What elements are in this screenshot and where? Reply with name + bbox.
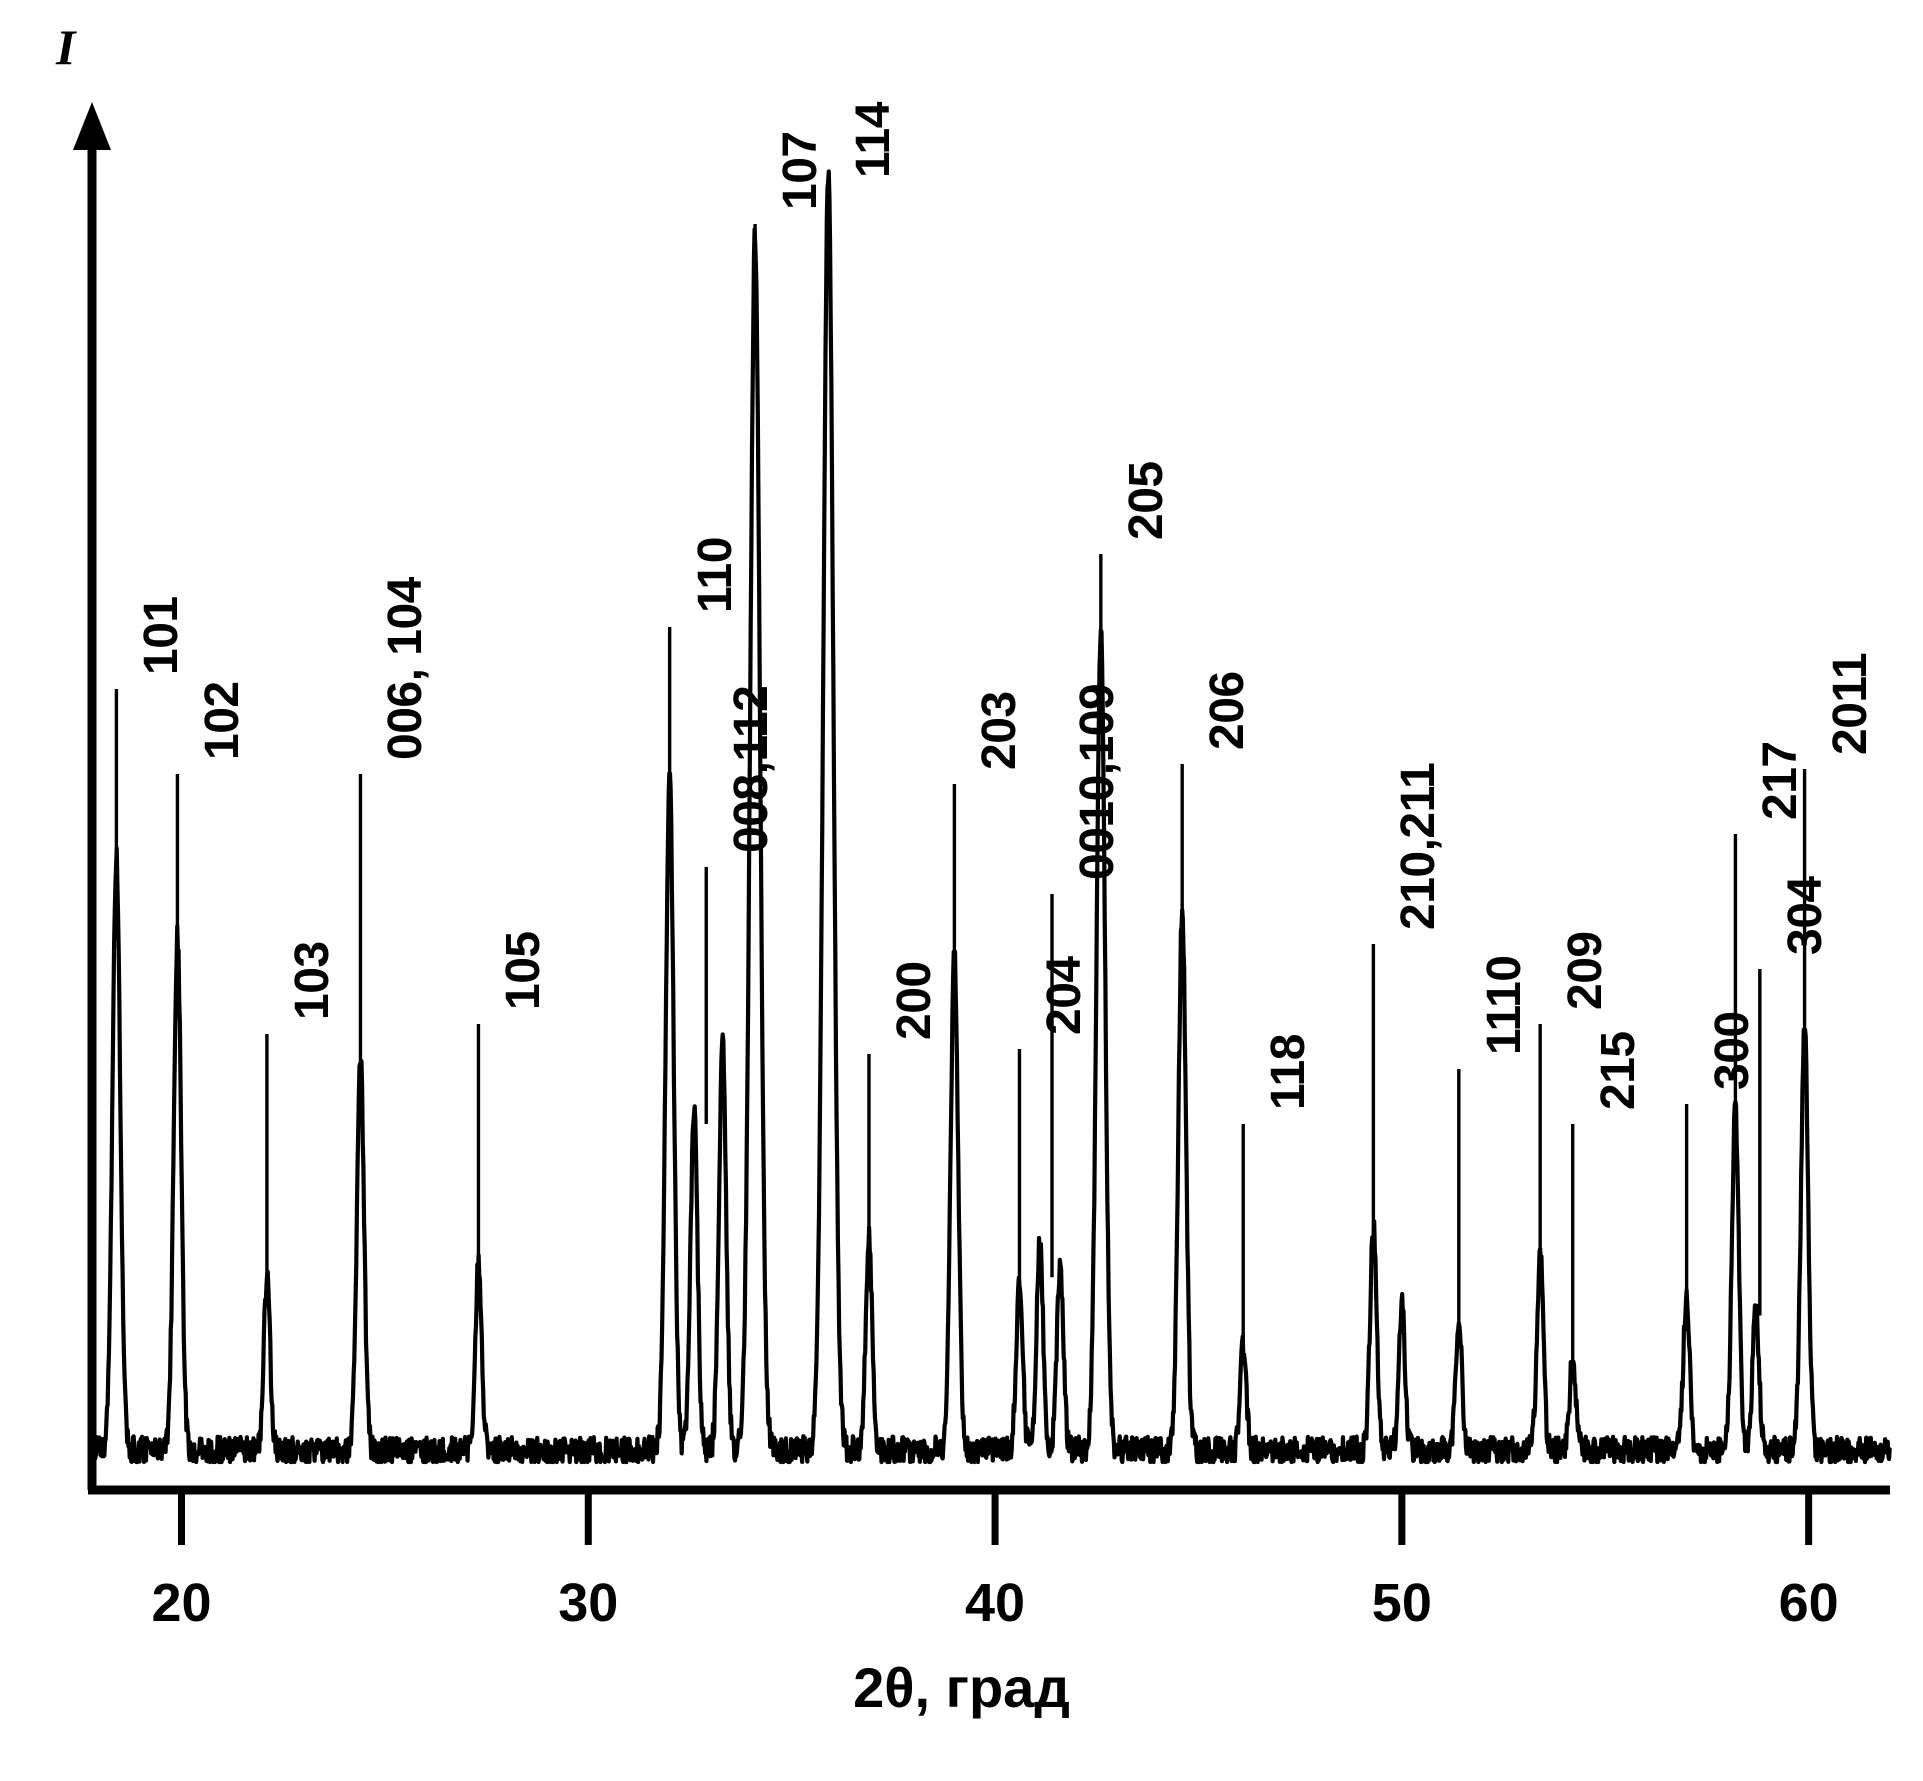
peak-label: 210,211 (1392, 762, 1446, 930)
axes-group (73, 102, 1890, 1545)
peak-label: 206 (1201, 671, 1255, 750)
peak-label: 0010,109 (1071, 683, 1125, 880)
x-axis-ticks (177, 1490, 1813, 1545)
peak-label: 105 (497, 931, 551, 1010)
peak-label: 204 (1038, 956, 1092, 1035)
peak-leader-lines (114, 192, 1807, 1367)
y-axis-label: I (56, 19, 76, 75)
x-tick-label-30: 30 (558, 1573, 619, 1633)
x-axis-title: 2θ, град (853, 1656, 1070, 1719)
peak-label: 006, 104 (379, 577, 433, 760)
peak-label: 008,112 (725, 685, 779, 853)
peak-label: 209 (1559, 931, 1613, 1010)
y-axis-arrow-head (73, 102, 111, 150)
peak-label: 203 (973, 691, 1027, 770)
peak-label: 102 (196, 681, 250, 760)
peak-label: 101 (135, 596, 189, 675)
x-tick-label-40: 40 (965, 1573, 1026, 1633)
diffraction-trace (89, 169, 1892, 1465)
x-tick-label-20: 20 (151, 1573, 212, 1633)
x-tick-label-60: 60 (1778, 1573, 1839, 1633)
x-tick-label-50: 50 (1371, 1573, 1432, 1633)
peak-label: 217 (1754, 741, 1808, 820)
peak-label: 107 (774, 131, 828, 210)
peak-label: 304 (1778, 876, 1832, 955)
peak-label: 200 (887, 961, 941, 1040)
diffraction-trace-group (89, 169, 1892, 1465)
peak-label: 110 (688, 537, 742, 613)
peak-label: 103 (285, 941, 339, 1020)
peak-label: 205 (1119, 461, 1173, 540)
peak-label: 1110 (1477, 955, 1531, 1055)
peak-label: 2011 (1823, 652, 1877, 755)
peak-label: 114 (847, 102, 901, 178)
peak-label: 300 (1705, 1011, 1759, 1090)
peak-label: 118 (1262, 1034, 1316, 1110)
peak-label: 215 (1591, 1031, 1645, 1110)
